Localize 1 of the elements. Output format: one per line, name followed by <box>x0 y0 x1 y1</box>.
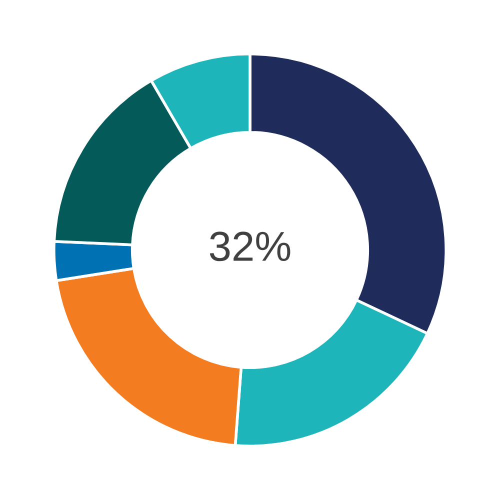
text: 32% <box>210 232 290 262</box>
